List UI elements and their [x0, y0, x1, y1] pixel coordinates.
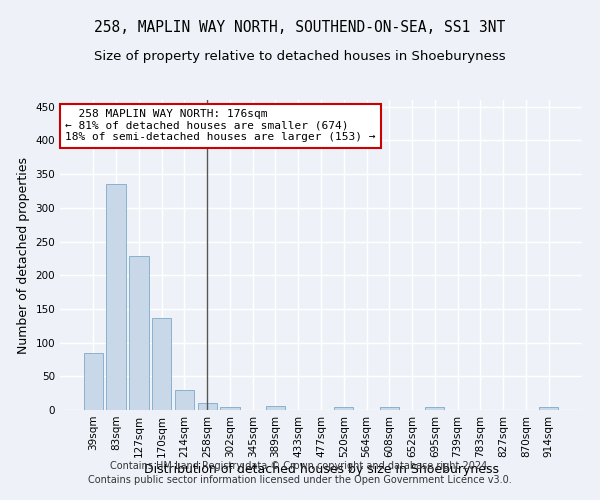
Bar [175, 390, 194, 410]
Bar [152, 318, 172, 410]
Bar [266, 406, 285, 410]
Text: Contains HM Land Registry data © Crown copyright and database right 2024.
Contai: Contains HM Land Registry data © Crown c… [88, 461, 512, 485]
Bar [84, 354, 103, 410]
Y-axis label: Number of detached properties: Number of detached properties [17, 156, 30, 354]
Text: 258, MAPLIN WAY NORTH, SOUTHEND-ON-SEA, SS1 3NT: 258, MAPLIN WAY NORTH, SOUTHEND-ON-SEA, … [94, 20, 506, 35]
Bar [380, 408, 399, 410]
Bar [106, 184, 126, 410]
X-axis label: Distribution of detached houses by size in Shoeburyness: Distribution of detached houses by size … [143, 462, 499, 475]
Bar [197, 402, 217, 410]
Text: 258 MAPLIN WAY NORTH: 176sqm
← 81% of detached houses are smaller (674)
18% of s: 258 MAPLIN WAY NORTH: 176sqm ← 81% of de… [65, 110, 376, 142]
Text: Size of property relative to detached houses in Shoeburyness: Size of property relative to detached ho… [94, 50, 506, 63]
Bar [334, 408, 353, 410]
Bar [539, 408, 558, 410]
Bar [425, 408, 445, 410]
Bar [129, 256, 149, 410]
Bar [220, 406, 239, 410]
